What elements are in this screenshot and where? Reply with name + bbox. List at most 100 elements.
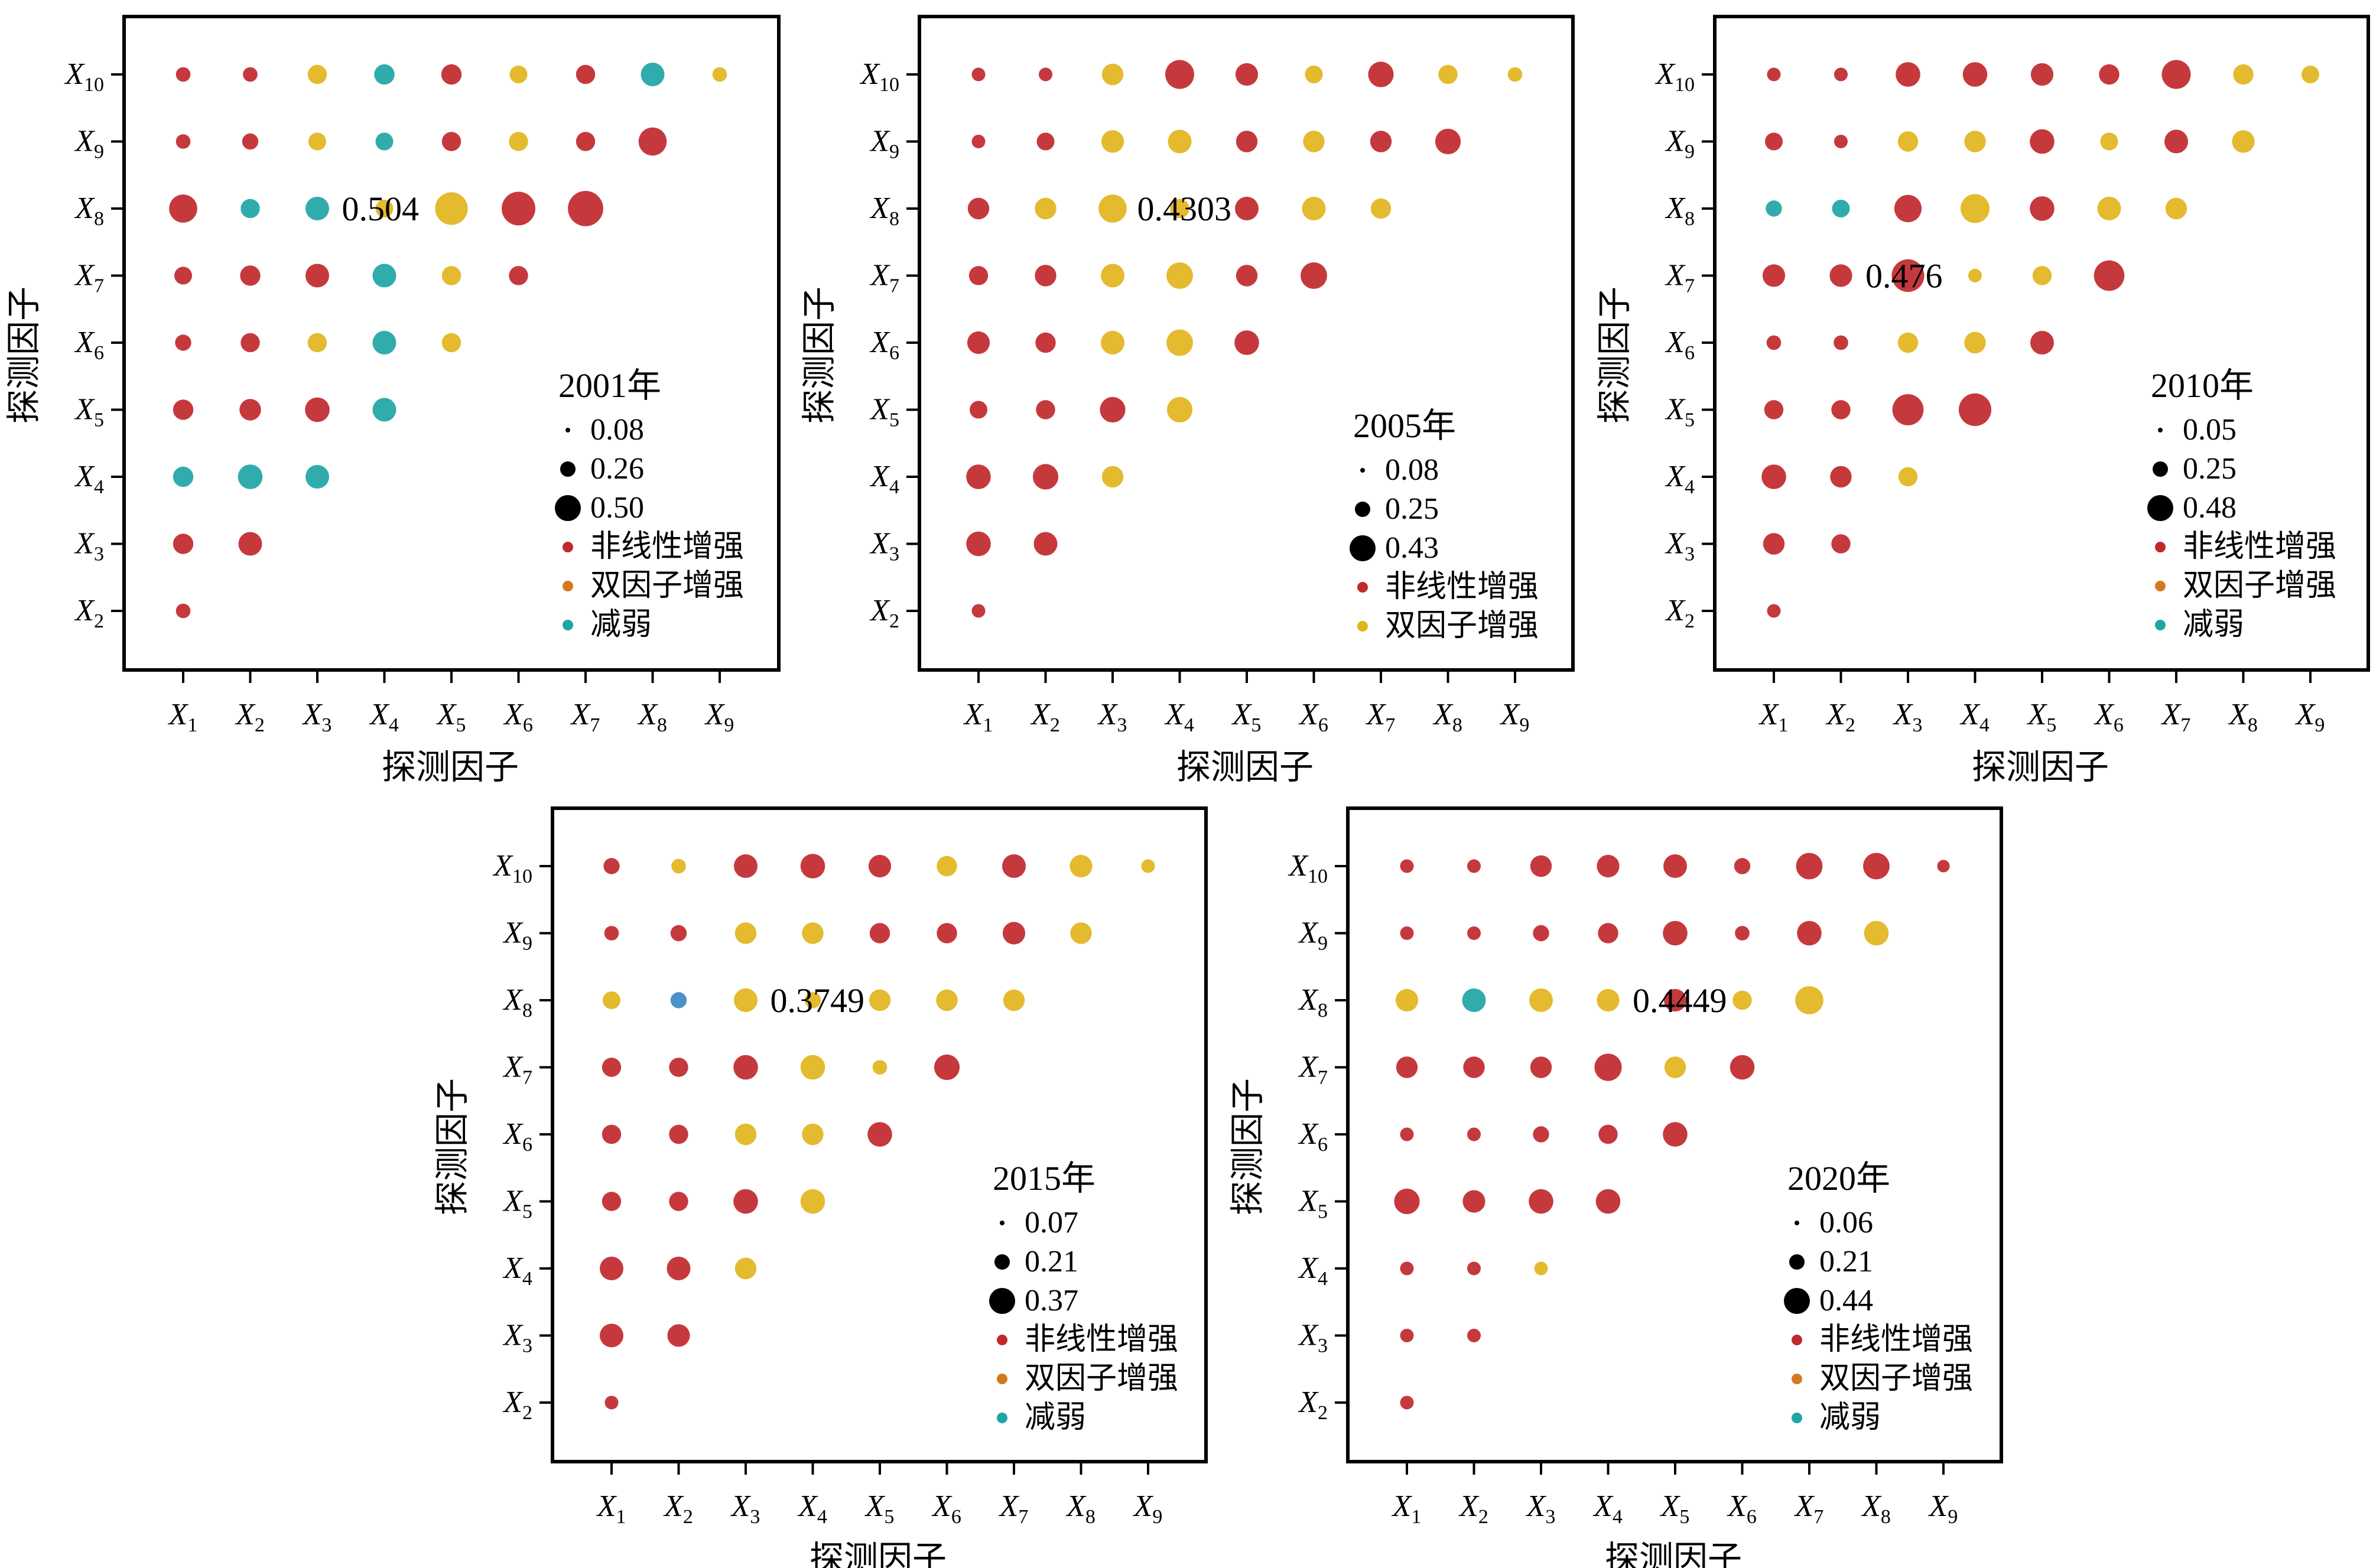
legend-size-marker	[2147, 495, 2173, 521]
point-X4-X6	[1166, 329, 1193, 356]
point-X6-X8	[502, 191, 535, 226]
x-tick-label-X8: X8	[1861, 1489, 1891, 1528]
point-X2-X5	[669, 1192, 688, 1211]
y-tick-label-X6: X6	[74, 326, 104, 364]
x-tick-label-X6: X6	[2094, 698, 2124, 736]
x-tick-label-X4: X4	[797, 1489, 827, 1528]
y-tick-label-X9: X9	[1298, 916, 1328, 955]
x-tick-label-X3: X3	[1097, 698, 1127, 736]
point-X2-X6	[1834, 335, 1848, 350]
point-X3-X6	[307, 333, 327, 353]
point-X3-X5	[733, 1189, 758, 1214]
point-X1-X9	[1765, 132, 1783, 151]
point-X1-X10	[971, 67, 986, 82]
max-annotation: 0.476	[1865, 257, 1943, 295]
legend-type-marker-weaken	[1792, 1413, 1802, 1423]
point-X9-X10	[1141, 859, 1155, 873]
point-X6-X7	[509, 266, 528, 285]
legend-size-label: 0.05	[2183, 413, 2237, 447]
y-axis-title: 探测因子	[432, 1078, 472, 1215]
x-tick-label-X7: X7	[570, 698, 600, 736]
point-X1-X2	[175, 603, 191, 619]
legend-type-label-nonlinear: 非线性增强	[1819, 1322, 1973, 1357]
point-X4-X10	[374, 64, 395, 85]
point-X7-X8	[2165, 197, 2187, 220]
legend-size-marker	[2153, 461, 2168, 477]
point-X2-X6	[669, 1124, 688, 1144]
point-X2-X10	[671, 858, 686, 874]
point-X8-X10	[1863, 853, 1890, 880]
point-X5-X8	[1663, 988, 1687, 1012]
max-annotation: 0.4449	[1633, 981, 1727, 1020]
point-X4-X10	[1597, 854, 1620, 878]
y-tick-label-X5: X5	[1298, 1185, 1328, 1223]
point-X3-X8	[1098, 194, 1127, 223]
point-X1-X7	[602, 1058, 622, 1077]
point-X1-X3	[966, 531, 991, 557]
point-X5-X9	[1663, 920, 1688, 946]
point-X1-X8	[1766, 200, 1782, 217]
y-tick-label-X9: X9	[1665, 125, 1695, 163]
y-tick-label-X10: X10	[1288, 849, 1328, 887]
point-X1-X3	[1763, 533, 1785, 555]
point-X6-X10	[1734, 858, 1751, 874]
x-tick-label-X1: X1	[1392, 1489, 1422, 1528]
point-X2-X7	[1035, 265, 1057, 287]
legend-size-marker	[1350, 535, 1376, 561]
point-X2-X8	[670, 992, 687, 1009]
y-tick-label-X5: X5	[869, 393, 899, 431]
x-tick-label-X3: X3	[1893, 698, 1923, 736]
point-X1-X4	[1761, 464, 1786, 489]
point-X3-X9	[1101, 130, 1124, 153]
point-X1-X6	[967, 331, 990, 354]
point-X6-X10	[937, 855, 957, 877]
point-X3-X9	[734, 922, 757, 944]
point-X6-X7	[1301, 262, 1327, 289]
y-axis-title: 探测因子	[799, 287, 839, 424]
point-X2-X10	[1039, 67, 1052, 82]
legend-type-label-nonlinear: 非线性增强	[1025, 1322, 1178, 1357]
point-X1-X5	[1394, 1188, 1420, 1215]
y-tick-label-X9: X9	[74, 125, 104, 163]
point-X4-X5	[800, 1189, 825, 1214]
legend-type-marker-weaken	[997, 1413, 1007, 1423]
point-X2-X5	[1462, 1190, 1485, 1213]
x-tick-label-X6: X6	[931, 1489, 961, 1528]
point-X6-X7	[1730, 1055, 1755, 1080]
point-X8-X10	[1070, 854, 1093, 878]
x-tick-label-X9: X9	[1928, 1489, 1958, 1528]
legend-size-label: 0.44	[1819, 1284, 1873, 1317]
x-tick-label-X8: X8	[2228, 698, 2258, 736]
point-X4-X9	[375, 132, 394, 151]
legend-size-label: 0.08	[1385, 453, 1439, 487]
point-X2-X8	[240, 199, 260, 219]
point-X7-X9	[1370, 131, 1392, 152]
point-X3-X10	[1101, 63, 1124, 86]
point-X1-X8	[169, 194, 197, 223]
legend-type-marker-bifactor	[563, 581, 573, 591]
point-X9-X10	[1937, 860, 1950, 873]
point-X2-X9	[1834, 135, 1848, 148]
point-X3-X5	[305, 397, 330, 422]
x-tick-label-X5: X5	[1660, 1489, 1690, 1528]
point-X5-X7	[1664, 1056, 1686, 1078]
x-tick-label-X7: X7	[1794, 1489, 1824, 1528]
x-tick-label-X2: X2	[1458, 1489, 1488, 1528]
point-X5-X6	[1663, 1122, 1688, 1147]
point-X7-X9	[1002, 922, 1026, 945]
x-tick-label-X8: X8	[637, 698, 667, 736]
legend-size-marker	[1000, 1221, 1005, 1225]
point-X1-X10	[175, 67, 191, 82]
point-X4-X5	[1958, 393, 1992, 427]
y-tick-label-X6: X6	[502, 1117, 532, 1156]
point-X3-X8	[1529, 988, 1553, 1012]
legend-type-marker-weaken	[2155, 620, 2166, 630]
y-tick-label-X8: X8	[1298, 983, 1328, 1022]
x-tick-label-X5: X5	[864, 1489, 895, 1528]
y-tick-label-X4: X4	[502, 1251, 532, 1290]
point-X8-X10	[641, 63, 665, 86]
point-X6-X8	[2097, 197, 2121, 220]
x-axis-title: 探测因子	[810, 1538, 947, 1568]
legend-type-marker-bifactor	[2155, 581, 2166, 591]
point-X2-X10	[243, 67, 258, 82]
